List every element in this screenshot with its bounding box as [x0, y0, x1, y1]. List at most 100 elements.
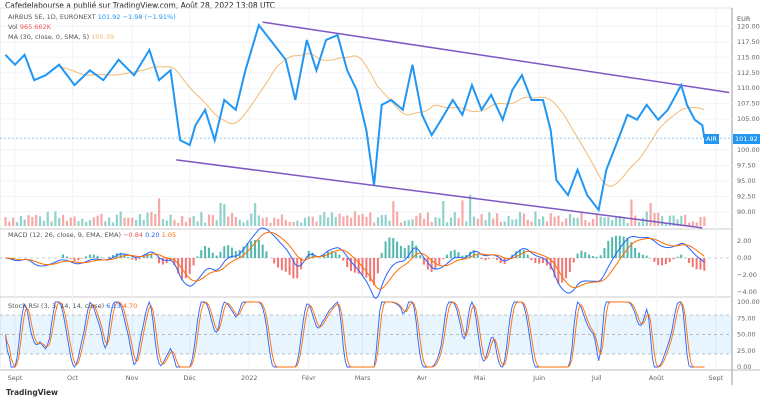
stoch-d-line	[4, 301, 705, 368]
volume-bar	[207, 214, 211, 226]
volume-bar	[484, 220, 487, 226]
volume-bar	[230, 212, 234, 226]
macd-hist-bar	[261, 244, 264, 258]
volume-bar	[684, 214, 687, 226]
volume-bar	[588, 222, 591, 226]
macd-hist-bar	[280, 258, 283, 271]
volume-bar	[676, 219, 679, 226]
volume-bar	[373, 222, 376, 226]
macd-hist-bar	[415, 245, 418, 258]
macd-hist-bar	[284, 258, 287, 272]
macd-hist-bar	[422, 258, 425, 265]
volume-bar	[388, 220, 391, 226]
macd-hist-bar	[296, 258, 299, 279]
volume-bar	[300, 222, 303, 226]
volume-bar	[215, 220, 218, 226]
volume-bar	[134, 219, 138, 226]
macd-hist-bar	[607, 240, 610, 258]
macd-hist-bar	[442, 258, 445, 260]
volume-bar	[42, 220, 45, 226]
macd-hist-bar	[453, 249, 456, 258]
macd-hist-bar	[626, 237, 629, 258]
volume-bar	[342, 216, 345, 226]
macd-hist-bar	[561, 258, 564, 283]
volume-bar	[419, 213, 422, 226]
volume-bar	[204, 222, 207, 226]
volume-bar	[161, 219, 165, 226]
macd-hist-bar	[380, 252, 383, 258]
volume-bar	[353, 211, 357, 226]
x-tick-label: Févr	[302, 374, 316, 382]
macd-hist-bar	[553, 258, 556, 278]
volume-bar	[315, 221, 318, 226]
macd-hist-bar	[661, 258, 664, 266]
macd-hist-bar	[257, 239, 260, 258]
volume-bar	[511, 219, 514, 226]
volume-bar	[672, 215, 675, 226]
macd-hist-bar	[265, 251, 268, 258]
macd-hist-bar	[65, 256, 68, 258]
volume-bar	[108, 217, 111, 226]
volume-bar	[173, 219, 176, 226]
volume-bar	[92, 217, 95, 226]
volume-bar	[85, 222, 88, 226]
x-tick-label: Mars	[355, 374, 371, 382]
macd-hist-bar	[88, 254, 91, 258]
volume-bar	[369, 212, 372, 226]
volume-bar	[691, 221, 694, 226]
macd-tick-label: 0.00	[737, 254, 751, 262]
volume-bar	[603, 217, 606, 226]
volume-bar	[453, 212, 456, 226]
x-tick-label: Avr	[417, 374, 428, 382]
macd-hist-bar	[92, 254, 95, 258]
price-tick-label: 92.50	[737, 192, 756, 200]
macd-hist-bar	[342, 258, 345, 261]
volume-bar	[492, 218, 495, 226]
macd-hist-bar	[384, 241, 387, 258]
macd-hist-bar	[538, 258, 541, 264]
macd-hist-bar	[426, 258, 429, 270]
macd-hist-bar	[549, 258, 552, 270]
volume-bar	[296, 220, 299, 226]
stoch-label: Stoch RSI (3, 3, 14, 14, close)	[8, 302, 105, 310]
volume-bar	[54, 211, 57, 226]
stoch-tick-label: 75.00	[737, 314, 756, 322]
volume-bar	[257, 215, 261, 226]
price-tick-label: 95.00	[737, 177, 756, 185]
macd-hist-bar	[614, 235, 617, 258]
macd-hist-bar	[158, 258, 160, 264]
volume-bar	[88, 220, 92, 226]
currency-label: EUR	[737, 15, 751, 23]
macd-hist-bar	[277, 258, 280, 268]
volume-bar	[62, 214, 65, 226]
macd-hist-bar	[169, 258, 172, 261]
volume-bar	[330, 212, 333, 226]
macd-hist-bar	[653, 258, 656, 262]
volume-bar	[561, 221, 564, 226]
stoch-tick-label: 50.00	[737, 331, 756, 339]
volume-bar	[499, 221, 502, 226]
volume-bar	[188, 217, 191, 226]
volume-bar	[695, 222, 698, 226]
publish-header: Cafedelabourse a publié sur TradingView.…	[5, 1, 275, 10]
volume-bar	[634, 215, 637, 226]
volume-bar	[572, 217, 575, 226]
macd-hist-bar	[365, 258, 368, 278]
macd-hist-bar	[430, 258, 433, 272]
macd-hist-bar	[254, 240, 256, 258]
volume-bar	[104, 221, 107, 226]
macd-hist-bar	[334, 251, 337, 258]
macd-hist-bar	[192, 258, 195, 266]
volume-bar	[687, 222, 691, 226]
volume-bar	[476, 218, 479, 226]
volume-bar	[507, 215, 510, 226]
volume-bar	[46, 211, 49, 226]
volume-bar	[591, 218, 595, 226]
volume-bar	[384, 214, 387, 226]
macd-hist-bar	[338, 254, 341, 258]
volume-bars	[4, 194, 706, 226]
volume-bar	[150, 211, 153, 226]
stoch-k-value: 6.13	[106, 302, 121, 310]
volume-bar	[200, 212, 203, 226]
